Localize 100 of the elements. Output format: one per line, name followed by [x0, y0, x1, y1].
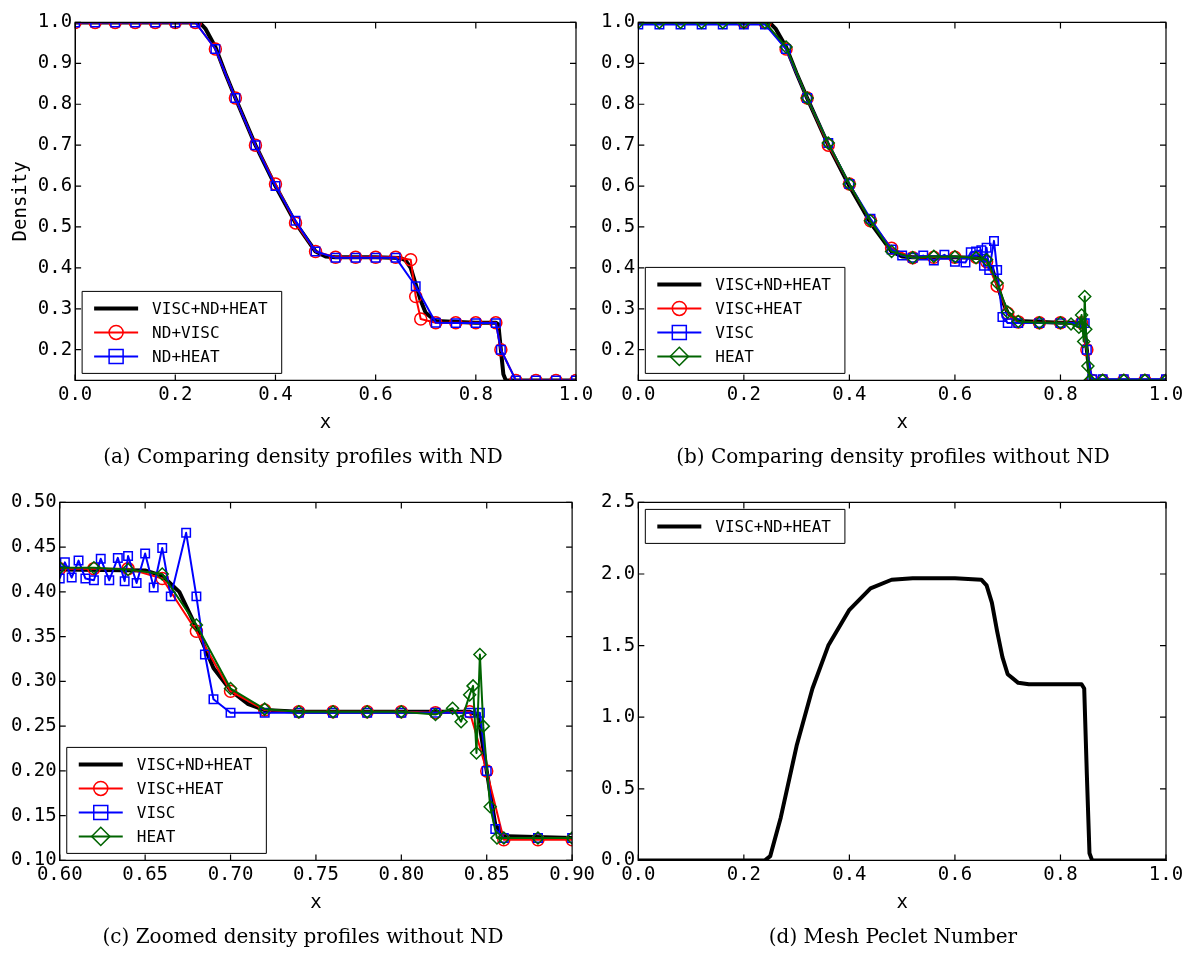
- x-tick-label: 0.0: [57, 381, 93, 404]
- point: [939, 249, 950, 260]
- point: [476, 719, 491, 733]
- y-tick-label: 0.5: [600, 775, 636, 798]
- point: [112, 552, 123, 563]
- point: [865, 213, 876, 224]
- y-tick-label: 0.7: [600, 132, 636, 155]
- x-tick-label: 0.75: [293, 861, 339, 884]
- point: [165, 591, 176, 602]
- point: [454, 714, 468, 729]
- point: [181, 527, 192, 538]
- y-tick-label: 0.30: [10, 668, 57, 691]
- x-tick-label: 0.8: [1043, 381, 1078, 404]
- y-tick-label: 0.4: [600, 254, 636, 277]
- y-tick-label: 0.6: [600, 172, 636, 195]
- point: [208, 694, 219, 705]
- x-tick-label: 0.65: [122, 861, 169, 884]
- legend-label: ND+VISC: [152, 322, 220, 342]
- y-tick-label: 0.5: [37, 213, 73, 236]
- point: [189, 618, 204, 632]
- point: [445, 701, 460, 715]
- y-tick-label: 0.50: [10, 489, 57, 512]
- point: [155, 571, 169, 586]
- y-axis-title: Density: [8, 161, 31, 242]
- point: [80, 573, 91, 584]
- y-tick-label: 0.15: [10, 802, 57, 825]
- x-tick-label: 0.6: [937, 861, 973, 884]
- y-tick-label: 2.0: [600, 560, 636, 583]
- point: [992, 264, 1003, 275]
- legend-label: VISC: [715, 322, 754, 342]
- text: (d) Mesh Peclet Number: [767, 924, 1019, 948]
- x-tick-label: 0.85: [463, 861, 510, 884]
- y-tick-label: 0.8: [37, 91, 73, 114]
- point: [191, 591, 202, 602]
- y-tick-label: 2.5: [600, 489, 636, 512]
- point: [984, 264, 995, 275]
- point: [965, 247, 976, 258]
- point: [897, 250, 908, 261]
- x-axis-title: x: [310, 889, 322, 912]
- point: [73, 555, 84, 566]
- point: [104, 575, 115, 586]
- point: [95, 553, 106, 564]
- point: [462, 688, 477, 702]
- point: [1002, 318, 1013, 329]
- point: [1077, 289, 1092, 304]
- point: [997, 311, 1008, 322]
- x-tick-label: 0.90: [549, 861, 595, 884]
- y-tick-label: 0.5: [600, 213, 636, 236]
- legend-label: VISC+ND+HEAT: [136, 754, 253, 774]
- legend-label: VISC+HEAT: [136, 778, 224, 798]
- text: (c) Zoomed density profiles without ND: [101, 924, 505, 948]
- x-axis-title: x: [319, 409, 332, 432]
- point: [490, 831, 504, 845]
- point: [88, 575, 99, 586]
- point: [490, 824, 501, 835]
- text: (b) Comparing density profiles without ND: [675, 444, 1111, 468]
- x-tick-label: 0.70: [207, 861, 254, 884]
- y-tick-label: 1.0: [600, 704, 636, 727]
- x-tick-label: 0.0: [621, 381, 656, 404]
- point: [473, 647, 487, 662]
- point: [123, 551, 134, 562]
- point: [1074, 308, 1089, 322]
- point: [119, 576, 130, 587]
- y-tick-label: 0.20: [10, 757, 57, 780]
- point: [155, 567, 169, 581]
- point: [189, 624, 204, 639]
- y-tick-label: 0.6: [37, 172, 73, 195]
- point: [1064, 317, 1078, 331]
- x-tick-label: 0.6: [937, 381, 973, 404]
- x-tick-label: 0.2: [726, 861, 762, 884]
- point: [131, 577, 142, 588]
- legend-label: ND+HEAT: [152, 346, 220, 366]
- point: [976, 245, 987, 256]
- legend-label: VISC+HEAT: [715, 298, 803, 318]
- point: [1076, 334, 1091, 349]
- y-tick-label: 0.2: [600, 336, 636, 359]
- x-tick-label: 1.0: [1148, 381, 1184, 404]
- legend-label: VISC+ND+HEAT: [715, 516, 832, 536]
- point: [469, 746, 484, 760]
- point: [971, 246, 982, 257]
- y-tick-label: 0.3: [600, 295, 636, 318]
- y-tick-label: 1.0: [600, 9, 636, 32]
- point: [466, 679, 480, 693]
- y-tick-label: 1.5: [600, 632, 636, 655]
- point: [59, 557, 70, 568]
- x-tick-label: 0.2: [158, 381, 193, 404]
- y-tick-label: 0.9: [37, 50, 73, 73]
- point: [884, 244, 899, 259]
- point: [157, 543, 168, 554]
- point: [918, 250, 929, 261]
- y-tick-label: 0.3: [37, 295, 73, 318]
- y-tick-label: 0.40: [10, 578, 57, 601]
- x-tick-label: 0.2: [726, 381, 762, 404]
- legend-label: VISC+ND+HEAT: [715, 274, 832, 294]
- point: [66, 572, 77, 583]
- x-tick-label: 0.4: [258, 381, 293, 404]
- point: [140, 548, 151, 559]
- point: [988, 235, 999, 246]
- point: [474, 707, 485, 718]
- y-tick-label: 0.35: [10, 623, 57, 646]
